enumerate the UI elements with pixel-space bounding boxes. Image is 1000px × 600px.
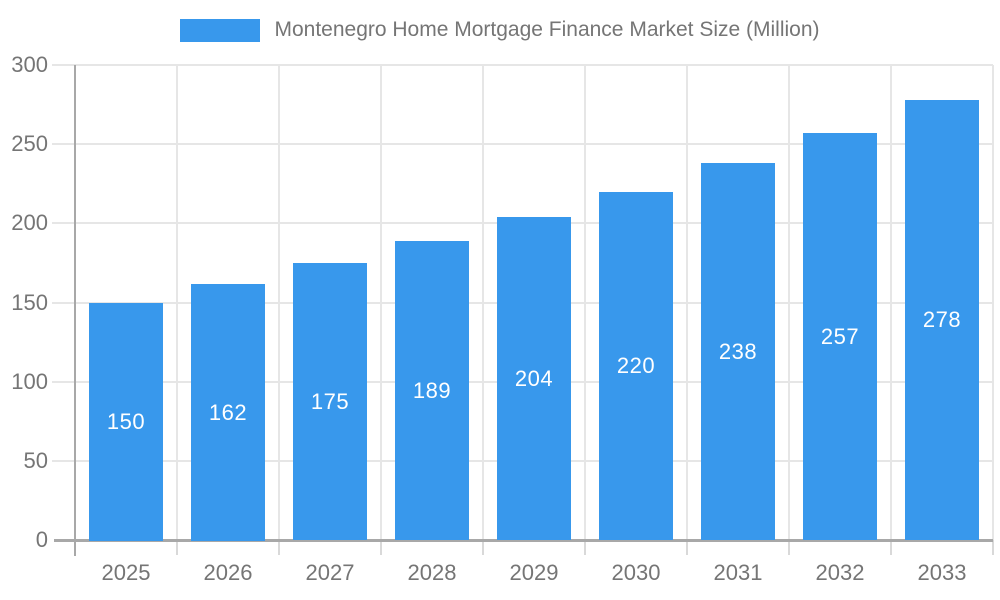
bar-value-label-2026: 162 <box>208 399 248 425</box>
v-gridline-8 <box>890 65 892 540</box>
v-gridline-4 <box>482 65 484 540</box>
y-axis-line <box>74 65 76 556</box>
bar-value-label-2027: 175 <box>310 388 350 414</box>
x-tick-label-2030: 2030 <box>611 560 661 585</box>
x-tick-mark-5 <box>584 540 586 555</box>
bar-value-label-2032: 257 <box>820 323 860 349</box>
x-tick-label-2031: 2031 <box>713 560 763 585</box>
x-tick-mark-2 <box>278 540 280 555</box>
h-gridline-250 <box>52 143 993 146</box>
bar-2025: 150 <box>89 303 163 541</box>
y-tick-label-250: 250 <box>11 131 48 157</box>
x-tick-label-2026: 2026 <box>203 560 253 585</box>
bar-value-label-2028: 189 <box>412 377 452 403</box>
h-gridline-300 <box>52 64 993 66</box>
bar-2026: 162 <box>191 284 265 541</box>
plot-area: 150 162 175 189 204 220 238 257 278 0 50 100 150 200… <box>11 52 994 585</box>
v-gridline-7 <box>788 65 790 540</box>
y-tick-label-0: 0 <box>35 527 48 552</box>
v-gridline-9 <box>992 65 994 540</box>
x-tick-mark-6 <box>686 540 688 555</box>
bar-2027: 175 <box>293 263 367 540</box>
bar-2032: 257 <box>803 133 877 540</box>
x-tick-mark-9 <box>992 540 994 555</box>
bar-2029: 204 <box>497 217 571 540</box>
v-gridline-6 <box>686 65 688 540</box>
v-gridline-3 <box>380 65 382 540</box>
x-tick-mark-7 <box>788 540 790 555</box>
x-tick-label-2029: 2029 <box>509 560 559 585</box>
bar-value-label-2025: 150 <box>106 409 146 434</box>
bar-value-label-2030: 220 <box>616 353 656 378</box>
legend-swatch <box>180 18 261 42</box>
x-tick-label-2025: 2025 <box>101 560 151 585</box>
x-tick-label-2032: 2032 <box>815 560 865 585</box>
y-tick-label-100: 100 <box>11 368 48 394</box>
y-tick-label-50: 50 <box>23 447 48 473</box>
x-tick-mark-1 <box>176 540 178 555</box>
x-axis-line <box>54 539 993 542</box>
legend: Montenegro Home Mortgage Finance Market … <box>0 17 1000 43</box>
bar-2031: 238 <box>701 163 775 540</box>
v-gridline-1 <box>176 65 178 540</box>
x-tick-label-2027: 2027 <box>305 560 355 585</box>
bar-value-label-2029: 204 <box>514 365 554 391</box>
x-tick-mark-8 <box>890 540 892 555</box>
legend-label: Montenegro Home Mortgage Finance Market … <box>274 18 820 41</box>
y-tick-label-300: 300 <box>11 52 48 77</box>
bar-2030: 220 <box>599 192 673 540</box>
y-tick-label-200: 200 <box>11 210 48 236</box>
x-tick-label-2033: 2033 <box>917 560 967 585</box>
bar-value-label-2031: 238 <box>718 338 758 364</box>
x-tick-mark-4 <box>482 540 484 555</box>
bar-2028: 189 <box>395 241 469 540</box>
bar-2033: 278 <box>905 100 979 540</box>
x-tick-mark-3 <box>380 540 382 555</box>
y-tick-label-150: 150 <box>11 289 48 315</box>
bar-value-label-2033: 278 <box>922 307 962 332</box>
x-tick-label-2028: 2028 <box>407 560 457 585</box>
v-gridline-5 <box>584 65 586 540</box>
v-gridline-2 <box>278 65 280 540</box>
